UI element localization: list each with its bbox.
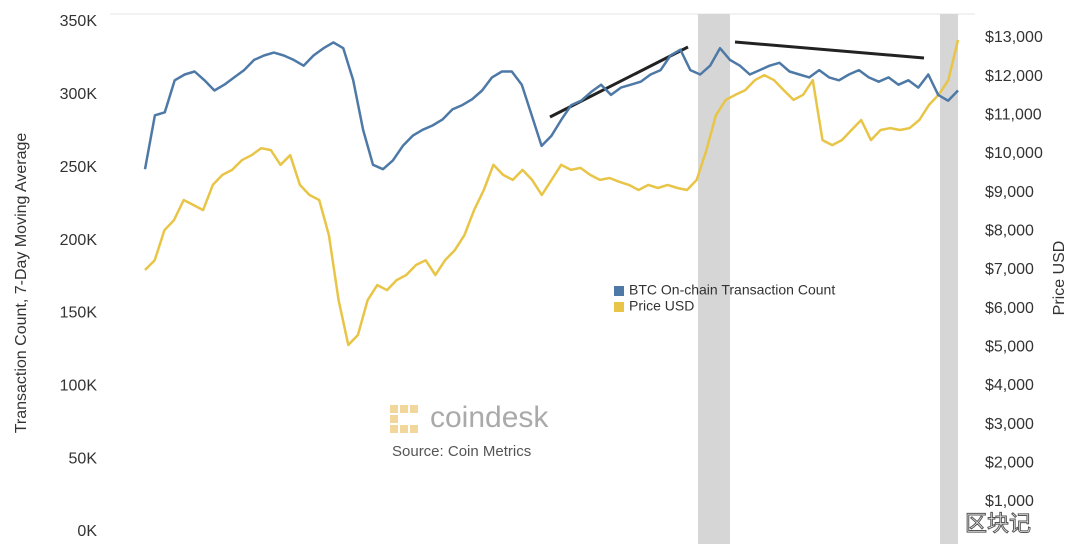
trend-line <box>734 40 925 60</box>
y2-tick-label: $5,000 <box>985 339 1034 356</box>
y2-tick-label: $9,000 <box>985 184 1034 201</box>
series-line <box>144 39 960 347</box>
y2-axis-label: Price USD <box>1051 241 1068 316</box>
y2-tick-label: $13,000 <box>985 29 1043 46</box>
y-tick-label: 300K <box>60 86 98 103</box>
y-tick-label: 50K <box>69 450 98 467</box>
y2-tick-label: $10,000 <box>985 145 1043 162</box>
y-axis-label: Transaction Count, 7-Day Moving Average <box>13 133 30 434</box>
y2-tick-label: $12,000 <box>985 68 1043 85</box>
y2-tick-label: $8,000 <box>985 223 1034 240</box>
y-tick-label: 100K <box>60 378 98 395</box>
shaded-band <box>940 14 958 544</box>
y-tick-label: 250K <box>60 159 98 176</box>
source: Source: Coin Metrics <box>392 443 531 460</box>
y2-tick-label: $3,000 <box>985 416 1034 433</box>
legend-label: Price USD <box>629 298 694 314</box>
watermark-logo <box>390 405 418 433</box>
y2-tick-label: $6,000 <box>985 300 1034 317</box>
y2-tick-label: $11,000 <box>985 107 1042 124</box>
legend-label: BTC On-chain Transaction Count <box>629 282 835 298</box>
y-tick-label: 200K <box>60 232 98 249</box>
shaded-band <box>698 14 730 544</box>
series-line <box>143 41 959 171</box>
brand: coindesk <box>430 401 549 434</box>
legend-swatch <box>614 286 624 296</box>
y-tick-label: 150K <box>60 305 98 322</box>
y2-tick-label: $2,000 <box>985 455 1034 472</box>
y-tick-label: 0K <box>77 523 97 540</box>
y2-tick-label: $7,000 <box>985 261 1034 278</box>
y2-tick-label: $1,000 <box>985 493 1034 510</box>
legend-swatch <box>614 302 624 312</box>
watermark: 区块记 <box>965 511 1031 536</box>
y-tick-label: 350K <box>60 13 98 30</box>
y2-tick-label: $4,000 <box>985 377 1034 394</box>
